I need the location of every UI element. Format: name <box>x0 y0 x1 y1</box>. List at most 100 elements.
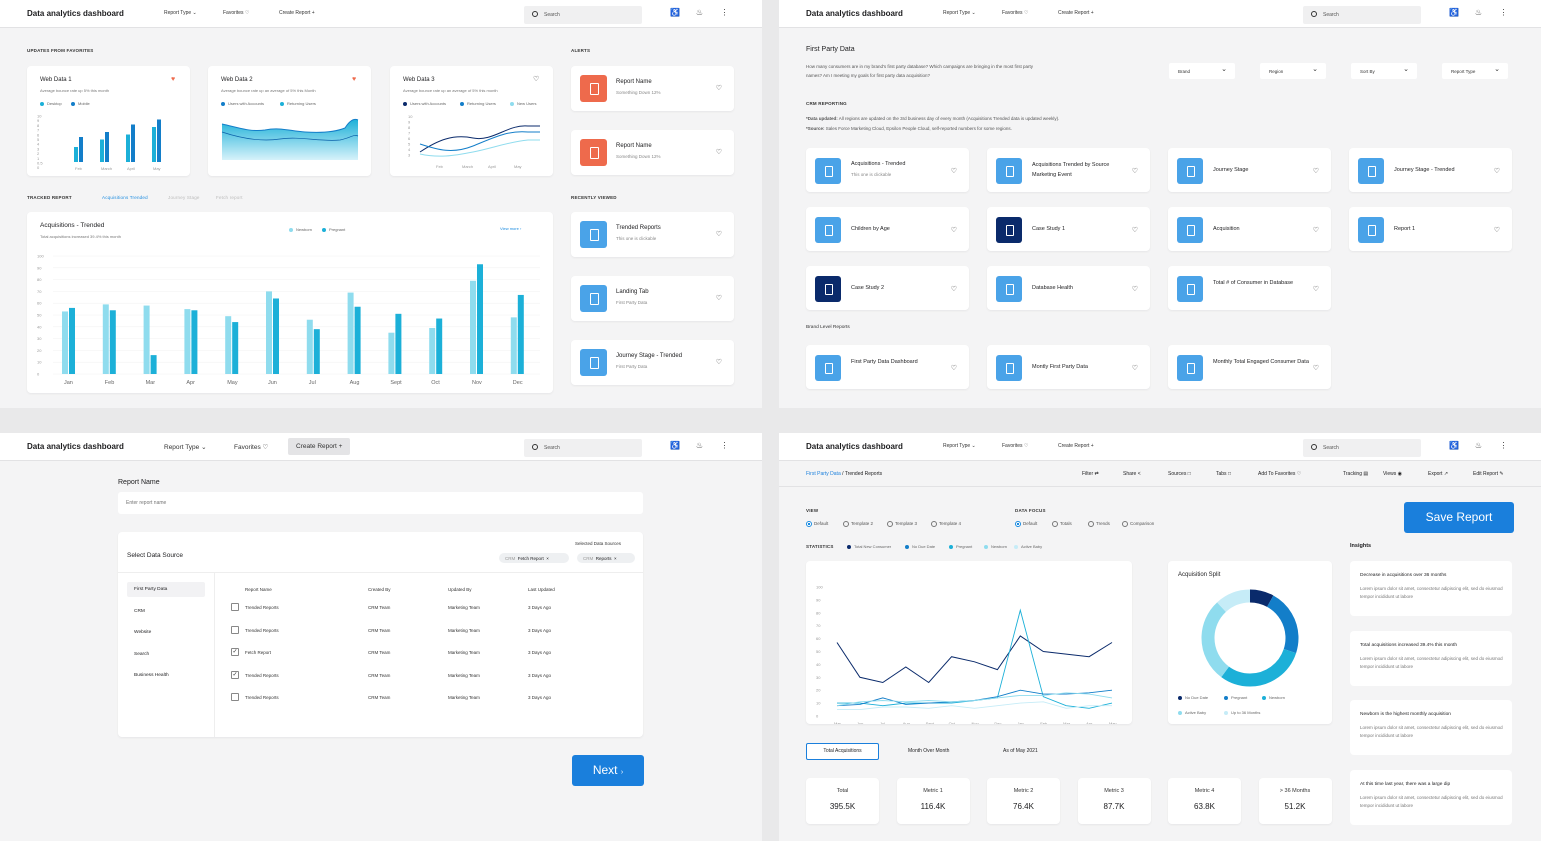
search-input[interactable]: Search <box>524 439 642 457</box>
tab-journey-stage[interactable]: Journey Stage <box>168 195 200 200</box>
heart-outline-icon[interactable]: ♡ <box>1131 168 1138 175</box>
heart-outline-icon[interactable]: ♡ <box>950 286 957 293</box>
more-icon[interactable]: ⋮ <box>1499 441 1508 450</box>
row-checkbox[interactable] <box>231 693 239 701</box>
heart-outline-icon[interactable]: ♡ <box>950 365 957 372</box>
bell-icon[interactable]: ♨ <box>1474 441 1483 450</box>
bell-icon[interactable]: ♨ <box>695 441 704 450</box>
create-report-menu[interactable]: Create Report + <box>288 438 351 455</box>
heart-outline-icon[interactable]: ♡ <box>1312 286 1319 293</box>
search-input[interactable]: Search <box>1303 439 1421 457</box>
metric-card[interactable]: Total 395.5K <box>806 778 879 824</box>
action-tracking[interactable]: Tracking ▤ <box>1343 471 1369 477</box>
report-tile[interactable]: Report 1 ♡ <box>1349 207 1512 251</box>
more-icon[interactable]: ⋮ <box>720 8 729 17</box>
heart-icon[interactable]: ♥ <box>352 76 357 83</box>
create-report-menu[interactable]: Create Report + <box>1058 443 1094 449</box>
heart-outline-icon[interactable]: ♡ <box>1312 365 1319 372</box>
acquisitions-trended-card[interactable]: Acquisitions - Trended Total acquisition… <box>27 212 553 393</box>
metric-card[interactable]: Metric 2 76.4K <box>987 778 1060 824</box>
web-data-3-card[interactable]: Web Data 3 Average bounce rate up an ave… <box>390 66 553 176</box>
report-tile[interactable]: Total # of Consumer in Database ♡ <box>1168 266 1331 310</box>
favorites-menu[interactable]: Favorites ♡ <box>1002 443 1029 449</box>
view-option[interactable]: Template 2 <box>843 521 873 527</box>
more-icon[interactable]: ⋮ <box>720 441 729 450</box>
row-checkbox[interactable]: ✓ <box>231 670 239 679</box>
favorites-menu[interactable]: Favorites ♡ <box>234 444 269 451</box>
metric-card[interactable]: Metric 1 116.4K <box>896 778 970 824</box>
create-report-menu[interactable]: Create Report + <box>279 10 315 16</box>
next-button[interactable]: Next › <box>572 755 644 786</box>
accessibility-icon[interactable]: ♿ <box>1449 8 1459 17</box>
heart-outline-icon[interactable]: ♡ <box>1312 168 1319 175</box>
action-add-to-favorites[interactable]: Add To Favorites ♡ <box>1258 471 1302 477</box>
heart-outline-icon[interactable]: ♡ <box>1493 227 1500 234</box>
save-report-button[interactable]: Save Report <box>1404 502 1514 533</box>
search-input[interactable]: Search <box>524 6 642 24</box>
brand-report-tile[interactable]: First Party Data Dashboard ♡ <box>806 345 969 389</box>
report-type-menu[interactable]: Report Type ⌄ <box>943 443 976 449</box>
view-option[interactable]: Default <box>806 521 828 527</box>
heart-outline-icon[interactable]: ♡ <box>1131 365 1138 372</box>
action-share[interactable]: Share < <box>1123 471 1141 477</box>
report-tile[interactable]: Case Study 1 ♡ <box>987 207 1150 251</box>
report-tile[interactable]: Journey Stage ♡ <box>1168 148 1331 192</box>
source-chip[interactable]: CRM Reports × <box>577 553 635 563</box>
action-filter[interactable]: Filter ⇄ <box>1082 471 1099 477</box>
insight-card[interactable]: Total acquisitions increased 39.4% this … <box>1350 630 1512 686</box>
heart-outline-icon[interactable]: ♡ <box>950 168 957 175</box>
bell-icon[interactable]: ♨ <box>695 8 704 17</box>
source-item[interactable]: Website <box>134 630 152 635</box>
web-data-2-card[interactable]: Web Data 2 Average bounce rate up an ave… <box>208 66 371 176</box>
heart-outline-icon[interactable]: ♡ <box>715 149 722 156</box>
web-data-1-card[interactable]: Web Data 1 Average bounce rate up 5% thi… <box>27 66 190 176</box>
report-type-filter[interactable]: Report Type <box>1442 63 1508 79</box>
view-option[interactable]: Template 3 <box>887 521 917 527</box>
action-views[interactable]: Views ◉ <box>1383 471 1403 477</box>
close-icon[interactable]: × <box>612 556 617 561</box>
recent-card[interactable]: Landing Tab First Party Data ♡ <box>571 276 734 321</box>
favorites-menu[interactable]: Favorites ♡ <box>1002 10 1029 16</box>
row-checkbox[interactable]: ✓ <box>231 648 239 656</box>
metric-card[interactable]: > 36 Months 51.2K <box>1258 778 1332 824</box>
heart-outline-icon[interactable]: ♡ <box>1131 227 1138 234</box>
region-filter[interactable]: Region <box>1260 63 1326 79</box>
view-option[interactable]: Template 4 <box>931 521 961 527</box>
accessibility-icon[interactable]: ♿ <box>1449 441 1459 450</box>
heart-outline-icon[interactable]: ♡ <box>715 295 722 302</box>
row-checkbox[interactable] <box>231 603 239 611</box>
source-chip[interactable]: CRM Fetch Report × <box>499 553 569 563</box>
action-edit-report[interactable]: Edit Report ✎ <box>1473 471 1504 477</box>
report-tile[interactable]: Case Study 2 ♡ <box>806 266 969 310</box>
heart-outline-icon[interactable]: ♡ <box>533 76 540 83</box>
recent-card[interactable]: Journey Stage - Trended First Party Data… <box>571 340 734 385</box>
focus-option[interactable]: Default <box>1015 521 1037 527</box>
alert-card[interactable]: Report Name Something Down 12% ♡ <box>571 130 734 175</box>
source-item[interactable]: First Party Data <box>127 582 205 597</box>
alert-card[interactable]: Report Name Something Down 12% ♡ <box>571 66 734 111</box>
tab-month-over-month[interactable]: Month Over Month <box>908 748 950 754</box>
insight-card[interactable]: Newborn is the highest monthly acquisiti… <box>1350 700 1512 755</box>
report-type-menu[interactable]: Report Type ⌄ <box>943 10 976 16</box>
accessibility-icon[interactable]: ♿ <box>670 441 680 450</box>
recent-card[interactable]: Trended Reports This one is clickable ♡ <box>571 212 734 257</box>
report-type-menu[interactable]: Report Type ⌄ <box>164 10 197 16</box>
report-tile[interactable]: Database Health ♡ <box>987 266 1150 310</box>
more-icon[interactable]: ⋮ <box>1499 8 1508 17</box>
bell-icon[interactable]: ♨ <box>1474 8 1483 17</box>
search-input[interactable]: Search <box>1303 6 1421 24</box>
accessibility-icon[interactable]: ♿ <box>670 8 680 17</box>
action-tabs[interactable]: Tabs □ <box>1216 471 1231 477</box>
brand-report-tile[interactable]: Monthly Total Engaged Consumer Data ♡ <box>1168 345 1331 389</box>
favorites-menu[interactable]: Favorites ♡ <box>223 10 250 16</box>
close-icon[interactable]: × <box>545 556 549 561</box>
view-more-link[interactable]: View more › <box>500 226 522 231</box>
insight-card[interactable]: Decrease in acquisitions over 36 months … <box>1350 561 1512 616</box>
report-type-menu[interactable]: Report Type ⌄ <box>164 444 207 451</box>
report-name-input[interactable] <box>118 492 643 514</box>
focus-option[interactable]: Comparison <box>1122 521 1154 527</box>
heart-icon[interactable]: ♥ <box>171 76 176 83</box>
report-tile[interactable]: Acquisitions - Trended This one is clicka… <box>806 148 969 192</box>
action-export[interactable]: Export ↗ <box>1428 471 1449 477</box>
source-item[interactable]: Business Health <box>134 673 169 678</box>
